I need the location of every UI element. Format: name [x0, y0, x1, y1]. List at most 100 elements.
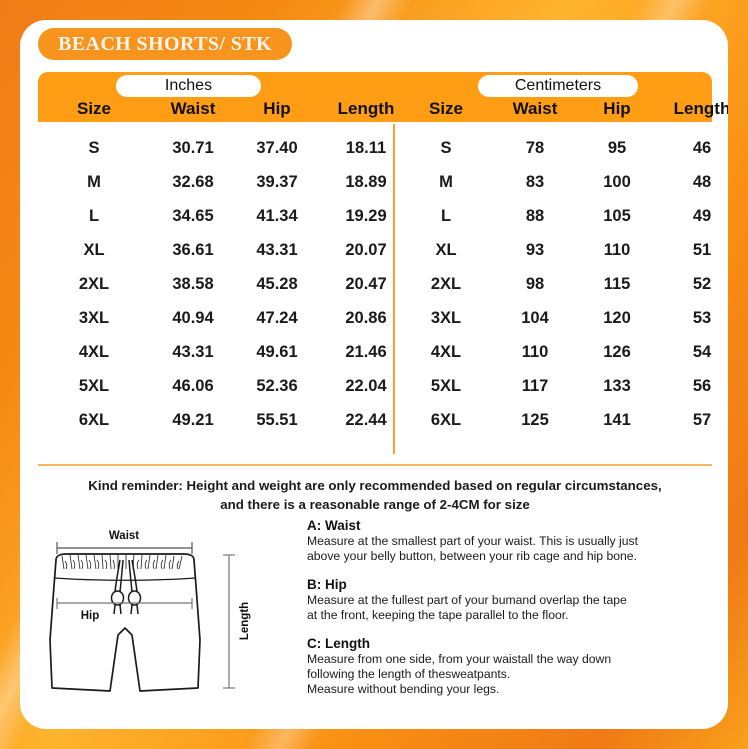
cell-inches-M-hip: 39.37 — [256, 173, 298, 191]
instruction-body-2: Measure at the fullest part of your buma… — [307, 593, 707, 623]
kind-reminder-note: Kind reminder: Height and weight are onl… — [44, 476, 706, 514]
cell-inches-XL-hip: 43.31 — [256, 241, 298, 259]
cell-cm-4XL-length: 54 — [692, 343, 712, 361]
instruction-block-1: A: Waist Measure at the smallest part of … — [307, 518, 707, 564]
reminder-line-1: Kind reminder: Height and weight are onl… — [88, 478, 662, 493]
cell-cm-4XL-size: 4XL — [430, 343, 462, 361]
instruction-line: Measure at the smallest part of your wai… — [307, 534, 639, 548]
table-vertical-divider — [393, 124, 395, 454]
shorts-measurement-diagram: Waist — [40, 520, 305, 725]
instruction-line: Measure from one side, from your waistal… — [307, 652, 612, 666]
cell-cm-3XL-waist: 104 — [521, 309, 549, 327]
cell-cm-L-size: L — [440, 207, 452, 225]
cell-inches-S-length: 18.11 — [345, 139, 387, 157]
instruction-heading-1: A: Waist — [307, 518, 361, 533]
cell-inches-M-size: M — [87, 173, 101, 191]
cell-inches-3XL-size: 3XL — [78, 309, 110, 327]
instruction-block-2: B: Hip Measure at the fullest part of you… — [307, 577, 707, 623]
cell-inches-3XL-hip: 47.24 — [256, 309, 298, 327]
instruction-heading-3: C: Length — [307, 636, 370, 651]
cell-inches-S-hip: 37.40 — [256, 139, 298, 157]
cell-inches-6XL-waist: 49.21 — [172, 411, 214, 429]
cell-inches-4XL-size: 4XL — [78, 343, 110, 361]
cell-inches-L-waist: 34.65 — [172, 207, 214, 225]
cell-cm-3XL-size: 3XL — [430, 309, 462, 327]
cell-inches-L-hip: 41.34 — [256, 207, 298, 225]
cell-inches-L-size: L — [88, 207, 100, 225]
cell-cm-4XL-hip: 126 — [603, 343, 631, 361]
cell-cm-2XL-waist: 98 — [525, 275, 545, 293]
unit-label-inches-text: Inches — [164, 77, 213, 94]
content-panel: BEACH SHORTS/ STK Inches Centimeters Siz… — [20, 20, 728, 729]
cell-inches-3XL-waist: 40.94 — [172, 309, 214, 327]
table-header-band: Inches Centimeters Size Waist Hip Length Siz… — [38, 72, 728, 122]
cell-cm-5XL-length: 56 — [692, 377, 712, 395]
cell-cm-L-hip: 105 — [603, 207, 631, 225]
column-header-inches-length: Length — [337, 99, 395, 118]
cell-inches-6XL-hip: 55.51 — [256, 411, 298, 429]
cell-cm-XL-size: XL — [435, 241, 457, 259]
cell-cm-XL-length: 51 — [692, 241, 712, 259]
cell-inches-4XL-hip: 49.61 — [256, 343, 298, 361]
cell-cm-5XL-waist: 117 — [521, 377, 549, 395]
cell-cm-6XL-length: 57 — [692, 411, 712, 429]
cell-inches-XL-size: XL — [83, 241, 105, 259]
unit-label-inches: Inches — [116, 75, 261, 97]
cell-cm-M-hip: 100 — [603, 173, 631, 191]
cell-cm-S-hip: 95 — [607, 139, 627, 157]
column-header-cm-hip: Hip — [603, 99, 631, 118]
instruction-line: above your belly button, between your ri… — [307, 549, 637, 563]
cell-inches-M-waist: 32.68 — [172, 173, 214, 191]
column-header-inches-size: Size — [76, 99, 112, 118]
column-header-cm-waist: Waist — [512, 99, 558, 118]
cell-inches-5XL-size: 5XL — [78, 377, 110, 395]
unit-label-centimeters-text: Centimeters — [514, 77, 602, 94]
cell-cm-2XL-hip: 115 — [603, 275, 631, 293]
cell-inches-5XL-length: 22.04 — [345, 377, 387, 395]
cell-inches-5XL-waist: 46.06 — [172, 377, 214, 395]
cell-cm-L-waist: 88 — [525, 207, 545, 225]
page-title-badge: BEACH SHORTS/ STK — [38, 28, 292, 60]
cell-inches-S-size: S — [88, 139, 100, 157]
instruction-body-3: Measure from one side, from your waistal… — [307, 652, 707, 697]
cell-inches-6XL-size: 6XL — [78, 411, 110, 429]
instruction-line: Measure without bending your legs. — [307, 682, 500, 696]
cell-cm-2XL-length: 52 — [692, 275, 712, 293]
column-header-inches-hip: Hip — [263, 99, 291, 118]
cell-cm-3XL-length: 53 — [692, 309, 712, 327]
cell-cm-XL-waist: 93 — [525, 241, 545, 259]
cell-cm-S-size: S — [440, 139, 452, 157]
cell-cm-6XL-hip: 141 — [603, 411, 631, 429]
section-divider — [38, 464, 712, 466]
instruction-line: at the front, keeping the tape parallel … — [307, 608, 569, 622]
cell-inches-S-waist: 30.71 — [172, 139, 214, 157]
unit-label-centimeters: Centimeters — [478, 75, 638, 97]
cell-cm-2XL-size: 2XL — [430, 275, 462, 293]
page-title: BEACH SHORTS/ STK — [58, 32, 272, 55]
column-header-cm-length: Length — [673, 99, 728, 118]
cell-inches-2XL-size: 2XL — [78, 275, 110, 293]
cell-inches-XL-waist: 36.61 — [172, 241, 214, 259]
cell-inches-5XL-hip: 52.36 — [256, 377, 298, 395]
instruction-line: Measure at the fullest part of your buma… — [307, 593, 627, 607]
cell-cm-S-waist: 78 — [525, 139, 545, 157]
cell-inches-L-length: 19.29 — [345, 207, 387, 225]
diagram-label-waist: Waist — [109, 530, 139, 542]
cell-cm-M-waist: 83 — [525, 173, 545, 191]
column-header-cm-size: Size — [428, 99, 464, 118]
cell-inches-2XL-hip: 45.28 — [256, 275, 298, 293]
cell-cm-M-size: M — [439, 173, 453, 191]
cell-cm-6XL-waist: 125 — [521, 411, 549, 429]
diagram-label-hip: Hip — [81, 610, 100, 622]
cell-cm-5XL-size: 5XL — [430, 377, 462, 395]
instruction-block-3: C: Length Measure from one side, from you… — [307, 636, 707, 697]
cell-cm-L-length: 49 — [692, 207, 712, 225]
cell-inches-6XL-length: 22.44 — [345, 411, 387, 429]
cell-cm-6XL-size: 6XL — [430, 411, 462, 429]
instruction-body-1: Measure at the smallest part of your wai… — [307, 534, 707, 564]
cell-cm-S-length: 46 — [692, 139, 712, 157]
size-table-body: S 30.71 37.40 18.11 M 32.68 39.37 18.89 L 34.65 41… — [38, 122, 712, 459]
cell-cm-3XL-hip: 120 — [603, 309, 631, 327]
cell-inches-M-length: 18.89 — [345, 173, 387, 191]
